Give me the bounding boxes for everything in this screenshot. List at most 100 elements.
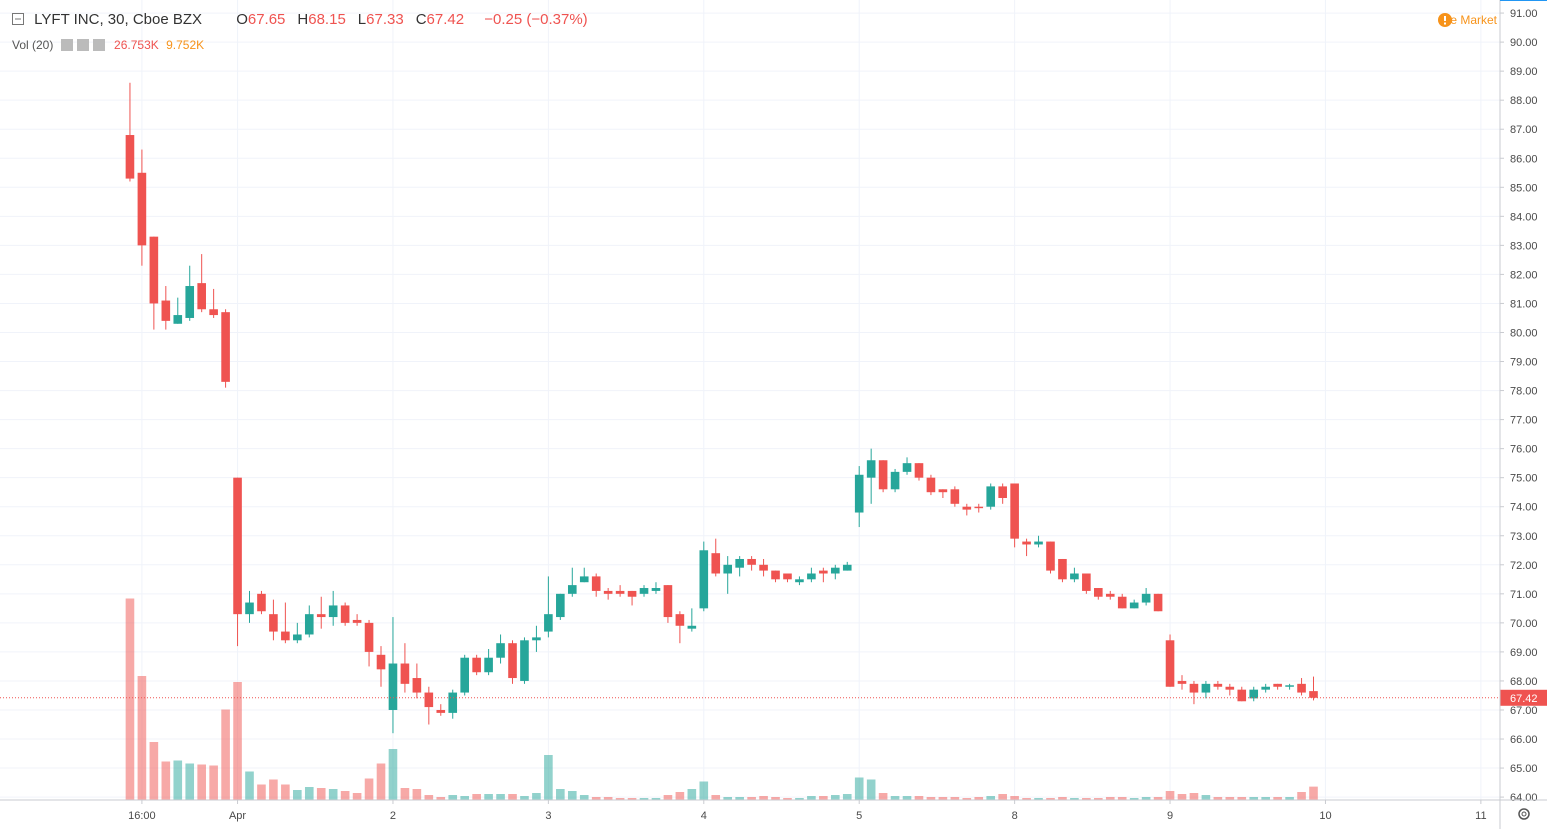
candle-body — [1117, 596, 1127, 609]
volume-bar — [783, 798, 792, 800]
volume-bar — [1285, 797, 1294, 800]
volume-bar — [986, 796, 996, 800]
volume-bar — [735, 797, 744, 800]
y-tick-label: 70.00 — [1510, 618, 1538, 630]
y-tick-label: 83.00 — [1510, 240, 1538, 252]
ohlc-item: L67.33 — [358, 11, 408, 28]
volume-bar — [245, 771, 254, 800]
volume-bar — [400, 788, 410, 800]
candle-body — [819, 570, 828, 574]
volume-bar — [1141, 797, 1151, 800]
ohlc-value: 67.65 — [247, 11, 286, 28]
candle-body — [711, 553, 721, 574]
volume-bar — [675, 792, 685, 800]
session-status[interactable]: Pre Market — [1438, 13, 1497, 27]
candle-body — [1201, 683, 1211, 693]
volume-bar — [699, 781, 709, 800]
volume-bar — [376, 763, 386, 800]
symbol[interactable]: LYFT INC, 30, Cboe BZX — [34, 11, 203, 28]
gear-center — [1521, 811, 1527, 817]
candle-body — [938, 489, 948, 493]
candle-body — [890, 471, 900, 490]
volume-bar — [998, 794, 1007, 800]
collapse-icon[interactable] — [12, 13, 24, 25]
candle-body — [998, 486, 1007, 499]
volume-bar — [759, 796, 768, 800]
volume-bar — [603, 797, 613, 800]
volume-bar — [747, 797, 756, 800]
candle-body — [1046, 541, 1055, 571]
volume-bar — [185, 763, 195, 800]
volume-bar — [209, 765, 218, 800]
candle-body — [675, 614, 685, 626]
y-tick-label: 80.00 — [1510, 327, 1538, 339]
candle-body — [735, 558, 744, 568]
volume-bar — [1237, 797, 1247, 800]
candle-body — [245, 602, 254, 615]
y-tick-label: 79.00 — [1510, 357, 1538, 369]
volume-bar — [137, 676, 147, 800]
candle-body — [1165, 640, 1175, 687]
change: −0.25 (−0.37%) — [484, 11, 588, 28]
volume-bar — [364, 778, 374, 800]
candle-body — [795, 579, 804, 583]
volume-bar — [293, 790, 302, 800]
candle-body — [1189, 683, 1199, 693]
volume-bar — [424, 795, 434, 800]
candle-body — [1177, 680, 1187, 684]
candle-body — [436, 709, 446, 713]
candle-body — [974, 506, 984, 509]
candle-body — [1034, 541, 1043, 545]
candle-body — [281, 631, 290, 641]
volume-bar — [1129, 798, 1139, 800]
volume-bar — [878, 793, 888, 800]
volume-bar — [1213, 797, 1223, 800]
volume-bar — [544, 755, 553, 800]
candle-body — [161, 300, 171, 321]
candle-body — [1094, 588, 1103, 597]
candle-body — [747, 558, 756, 565]
volume-bar — [819, 796, 828, 800]
candle-body — [1058, 558, 1067, 580]
y-tick-label: 74.00 — [1510, 502, 1538, 514]
volume-bar — [807, 796, 816, 800]
settings-icon[interactable] — [1518, 808, 1530, 820]
volume-bar — [579, 795, 589, 800]
candle-body — [197, 283, 206, 310]
ohlc: O67.65 H68.15 L67.33 C67.42 — [236, 11, 476, 28]
candle-body — [1285, 685, 1294, 687]
volume-bar — [687, 789, 697, 800]
candle-body — [807, 573, 816, 580]
candle-body — [1309, 691, 1318, 698]
volume-bar — [1153, 797, 1163, 800]
candle-body — [663, 585, 673, 618]
volume-bar — [556, 789, 565, 800]
volume-bar — [532, 793, 541, 800]
volume-bar — [125, 598, 135, 800]
volume-bar — [627, 798, 637, 800]
y-tick-label: 66.00 — [1510, 734, 1538, 746]
volume-bar — [914, 796, 924, 800]
candle-body — [257, 593, 266, 612]
y-tick-label: 65.00 — [1510, 763, 1538, 775]
volume-bar — [496, 794, 505, 800]
y-tick-label: 64.00 — [1510, 792, 1538, 804]
ohlc-item: O67.65 — [236, 11, 289, 28]
ohlc-value: 68.15 — [308, 11, 346, 28]
candle-body — [699, 550, 709, 609]
volume-bar — [269, 779, 278, 800]
volume-title[interactable]: Vol (20) — [12, 38, 54, 52]
volume-bar — [472, 794, 481, 800]
candle-body — [926, 477, 936, 493]
candle-body — [221, 312, 230, 382]
candle-body — [759, 564, 768, 571]
x-tick-label: 8 — [1012, 810, 1018, 822]
study-icons[interactable] — [60, 39, 107, 51]
ohlc-value: 67.33 — [366, 11, 404, 28]
volume-bar — [926, 797, 936, 800]
candle-body — [1213, 683, 1223, 687]
candle-body — [209, 309, 218, 316]
volume-bar — [304, 787, 314, 800]
y-tick-label: 84.00 — [1510, 211, 1538, 223]
volume-bar — [711, 795, 721, 800]
